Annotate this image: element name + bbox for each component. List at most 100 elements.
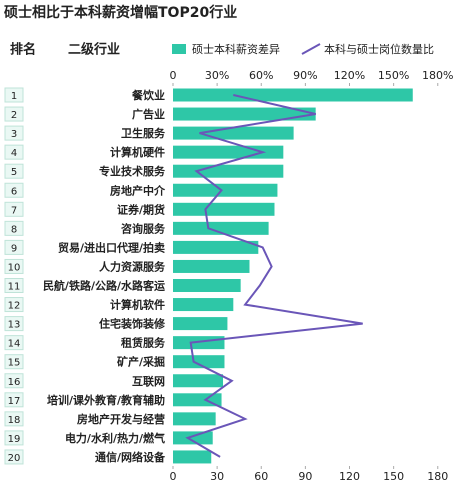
y-tick-label: 贸易/进出口代理/拍卖 xyxy=(58,240,165,254)
rank-label: 4 xyxy=(11,148,17,159)
column-header: 排名 xyxy=(10,42,36,58)
y-tick-label: 矿产/采掘 xyxy=(117,355,165,369)
x-tick-label: 60% xyxy=(249,69,273,82)
bar xyxy=(173,317,228,331)
bar xyxy=(173,107,316,121)
rank-label: 20 xyxy=(8,453,21,464)
y-tick-label: 电力/水利/热力/燃气 xyxy=(65,431,165,445)
rank-label: 1 xyxy=(11,91,17,102)
rank-label: 10 xyxy=(8,262,21,273)
y-tick-label: 人力资源服务 xyxy=(99,259,166,273)
rank-box xyxy=(4,87,24,103)
bar xyxy=(173,412,216,426)
rank-box xyxy=(4,354,24,370)
y-tick-label: 卫生服务 xyxy=(121,126,166,140)
x2-tick-label: 120 xyxy=(339,470,360,483)
y-tick-label: 培训/课外教育/教育辅助 xyxy=(47,393,165,407)
bar xyxy=(173,355,225,369)
y-tick-label: 计算机硬件 xyxy=(110,145,165,159)
line xyxy=(185,94,363,458)
y-tick-label: 房地产开发与经营 xyxy=(77,412,165,426)
rank-label: 19 xyxy=(8,434,21,445)
x-tick-label: 150% xyxy=(378,69,409,82)
y-tick-label: 房地产中介 xyxy=(110,183,166,197)
rank-label: 11 xyxy=(8,282,21,293)
y-tick-label: 专业技术服务 xyxy=(99,164,166,178)
x2-tick-label: 30 xyxy=(210,470,224,483)
rank-box xyxy=(4,106,24,122)
rank-label: 3 xyxy=(11,129,17,140)
bar xyxy=(173,164,284,178)
y-tick-label: 计算机软件 xyxy=(110,298,165,312)
bar xyxy=(173,183,278,197)
bar xyxy=(173,259,250,273)
rank-box xyxy=(4,144,24,160)
x2-tick-label: 60 xyxy=(254,470,268,483)
rank-label: 9 xyxy=(11,243,17,254)
rank-box xyxy=(4,201,24,217)
rank-label: 15 xyxy=(8,358,21,369)
y-tick-label: 互联网 xyxy=(132,374,165,388)
y-tick-label: 民航/铁路/公路/水路客运 xyxy=(43,279,165,293)
rank-box xyxy=(4,278,24,293)
rank-box xyxy=(4,335,24,351)
y-tick-label: 餐饮业 xyxy=(131,88,165,102)
y-tick-label: 咨询服务 xyxy=(121,221,166,235)
rank-label: 16 xyxy=(8,377,21,388)
rank-box xyxy=(4,392,24,408)
bar xyxy=(173,221,269,235)
rank-box xyxy=(4,182,24,198)
x-tick-label: 180% xyxy=(422,69,453,82)
rank-label: 13 xyxy=(8,320,21,331)
x-tick-label: 30% xyxy=(205,69,229,82)
legend-label: 硕士本科薪资差异 xyxy=(192,42,280,56)
rank-box xyxy=(4,220,24,236)
rank-label: 6 xyxy=(11,186,17,197)
x2-tick-label: 150 xyxy=(383,470,404,483)
legend-swatch xyxy=(301,43,321,55)
y-tick-label: 证券/期货 xyxy=(117,202,165,216)
bar xyxy=(173,279,241,292)
x-tick-label: 90% xyxy=(293,69,317,82)
rank-box xyxy=(4,258,24,274)
y-tick-label: 租赁服务 xyxy=(121,336,166,350)
bar xyxy=(173,202,275,216)
rank-label: 8 xyxy=(11,224,17,235)
rank-box xyxy=(4,430,24,446)
rank-box xyxy=(4,297,24,313)
bar xyxy=(173,374,224,388)
y-tick-label: 通信/网络设备 xyxy=(95,450,166,464)
y-tick-label: 广告业 xyxy=(132,107,165,121)
legend-label: 本科与硕士岗位数量比 xyxy=(324,42,434,56)
rank-box xyxy=(4,316,24,332)
bar xyxy=(173,298,234,312)
rank-label: 2 xyxy=(11,110,17,121)
rank-box xyxy=(4,239,24,255)
bar xyxy=(173,88,413,102)
bar xyxy=(173,240,259,254)
rank-label: 7 xyxy=(11,205,17,216)
bar xyxy=(173,431,213,445)
x-tick-label: 120% xyxy=(334,69,365,82)
rank-box xyxy=(4,373,24,389)
column-header: 二级行业 xyxy=(68,42,120,58)
x2-tick-label: 90 xyxy=(298,470,312,483)
rank-label: 12 xyxy=(8,301,21,312)
rank-box xyxy=(4,449,24,465)
chart-title: 硕士相比于本科薪资增幅TOP20行业 xyxy=(4,4,237,21)
rank-label: 17 xyxy=(8,396,21,407)
bar xyxy=(173,145,284,159)
rank-box xyxy=(4,163,24,179)
legend-swatch xyxy=(172,44,186,54)
bar xyxy=(173,450,212,464)
rank-label: 18 xyxy=(8,415,21,426)
rank-label: 5 xyxy=(11,167,17,178)
x-tick-label: 0 xyxy=(170,69,177,82)
rank-label: 14 xyxy=(8,339,21,350)
rank-box xyxy=(4,411,24,427)
bar xyxy=(173,126,294,140)
y-tick-label: 住宅装饰装修 xyxy=(99,317,166,331)
x2-tick-label: 180 xyxy=(427,470,448,483)
